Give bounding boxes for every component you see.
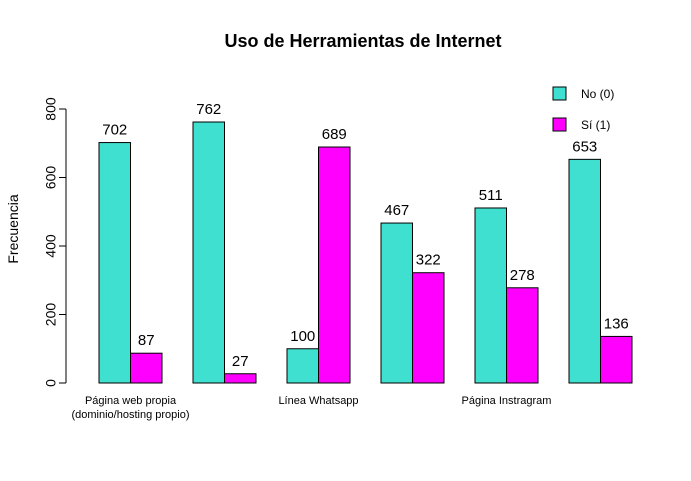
bar [192,121,225,384]
legend-swatch [552,86,567,101]
data-label: 689 [322,126,347,143]
bar [98,142,131,384]
y-tick-label: 800 [43,97,59,121]
category-label: (dominio/hosting propio) [71,409,189,421]
y-axis-label: Frecuencia [5,194,21,263]
data-label: 27 [232,353,249,370]
category-labels: Página web propia (dominio/hosting propio… [71,395,551,421]
data-label: 100 [290,328,315,345]
category-label: Página web propia [85,395,177,407]
data-label: 702 [102,122,127,139]
bar [474,207,507,384]
bar [224,373,257,384]
legend-label: No (0) [581,87,614,101]
data-label: 762 [196,101,221,118]
data-label: 136 [604,315,629,332]
data-label: 467 [384,202,409,219]
category-label: Línea Whatsapp [278,395,358,407]
legend-label: Sí (1) [581,118,610,132]
data-label: 322 [416,252,441,269]
y-tick-label: 600 [43,166,59,190]
bar [380,222,413,384]
bar [318,146,351,384]
bar [130,352,163,384]
data-label: 653 [572,138,597,155]
data-label: 278 [510,267,535,284]
bar [286,348,319,384]
data-labels: 702 87 762 27 100 689 467 322 511 278 653 136 [102,101,629,370]
legend: No (0) Sí (1) [552,86,614,132]
y-axis: 0 200 400 600 800 [43,97,67,387]
category-label: Página Instragram [462,395,552,407]
data-label: 511 [479,187,503,204]
legend-swatch [552,117,567,132]
data-label: 87 [138,332,155,349]
chart-title: Uso de Herramientas de Internet [224,31,501,51]
bar [506,287,539,384]
y-tick-label: 0 [43,379,59,387]
bar [568,158,601,384]
bars [98,121,633,384]
bar [600,335,633,384]
bar [412,272,445,384]
y-tick-label: 400 [43,234,59,258]
y-tick-label: 200 [43,303,59,327]
